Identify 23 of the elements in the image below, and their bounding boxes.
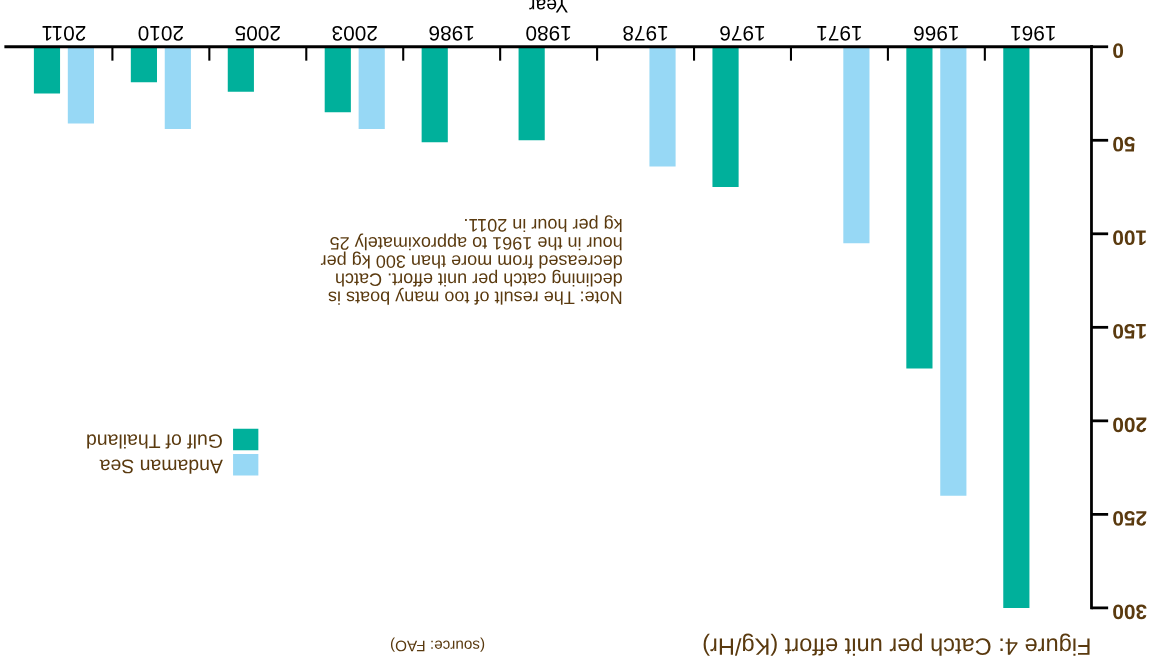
x-tick-label: 1961 <box>1011 25 1055 41</box>
y-tick-label: 300 <box>1113 604 1147 620</box>
x-tick-label: 1966 <box>914 25 958 41</box>
y-tick-label: 100 <box>1113 230 1146 246</box>
y-tick-label: 150 <box>1113 323 1146 339</box>
y-tick-label: 200 <box>1113 417 1147 433</box>
x-tick-label: 2011 <box>42 25 86 41</box>
x-tick-label: 2010 <box>138 25 183 41</box>
annotation: Note: The result of too many boats is declining catch per unit effort. Catch decreased from more than 300 kg per hour in the 1961 to approximately 25 kg per hour in 2011. <box>320 215 622 305</box>
x-tick-label: 1971 <box>817 25 862 41</box>
text: (source: FAO) <box>390 637 485 652</box>
x-tick-label: 1978 <box>623 25 668 41</box>
x-tick-label: 1986 <box>429 25 474 41</box>
text: Figure 4: Catch per unit effort (Kg/Hr) <box>703 633 1090 656</box>
legend-label: Gulf of Thailand <box>87 434 222 449</box>
y-tick-label: 0 <box>1113 43 1124 59</box>
x-tick-label: 1976 <box>720 25 765 41</box>
y-tick-label: 50 <box>1113 136 1135 152</box>
x-tick-label: 2005 <box>235 25 280 41</box>
y-tick-label: 250 <box>1113 510 1147 526</box>
legend-label: Andaman Sea <box>99 459 223 474</box>
x-tick-label: 1980 <box>526 25 571 41</box>
x-tick-label: 2003 <box>332 25 377 41</box>
